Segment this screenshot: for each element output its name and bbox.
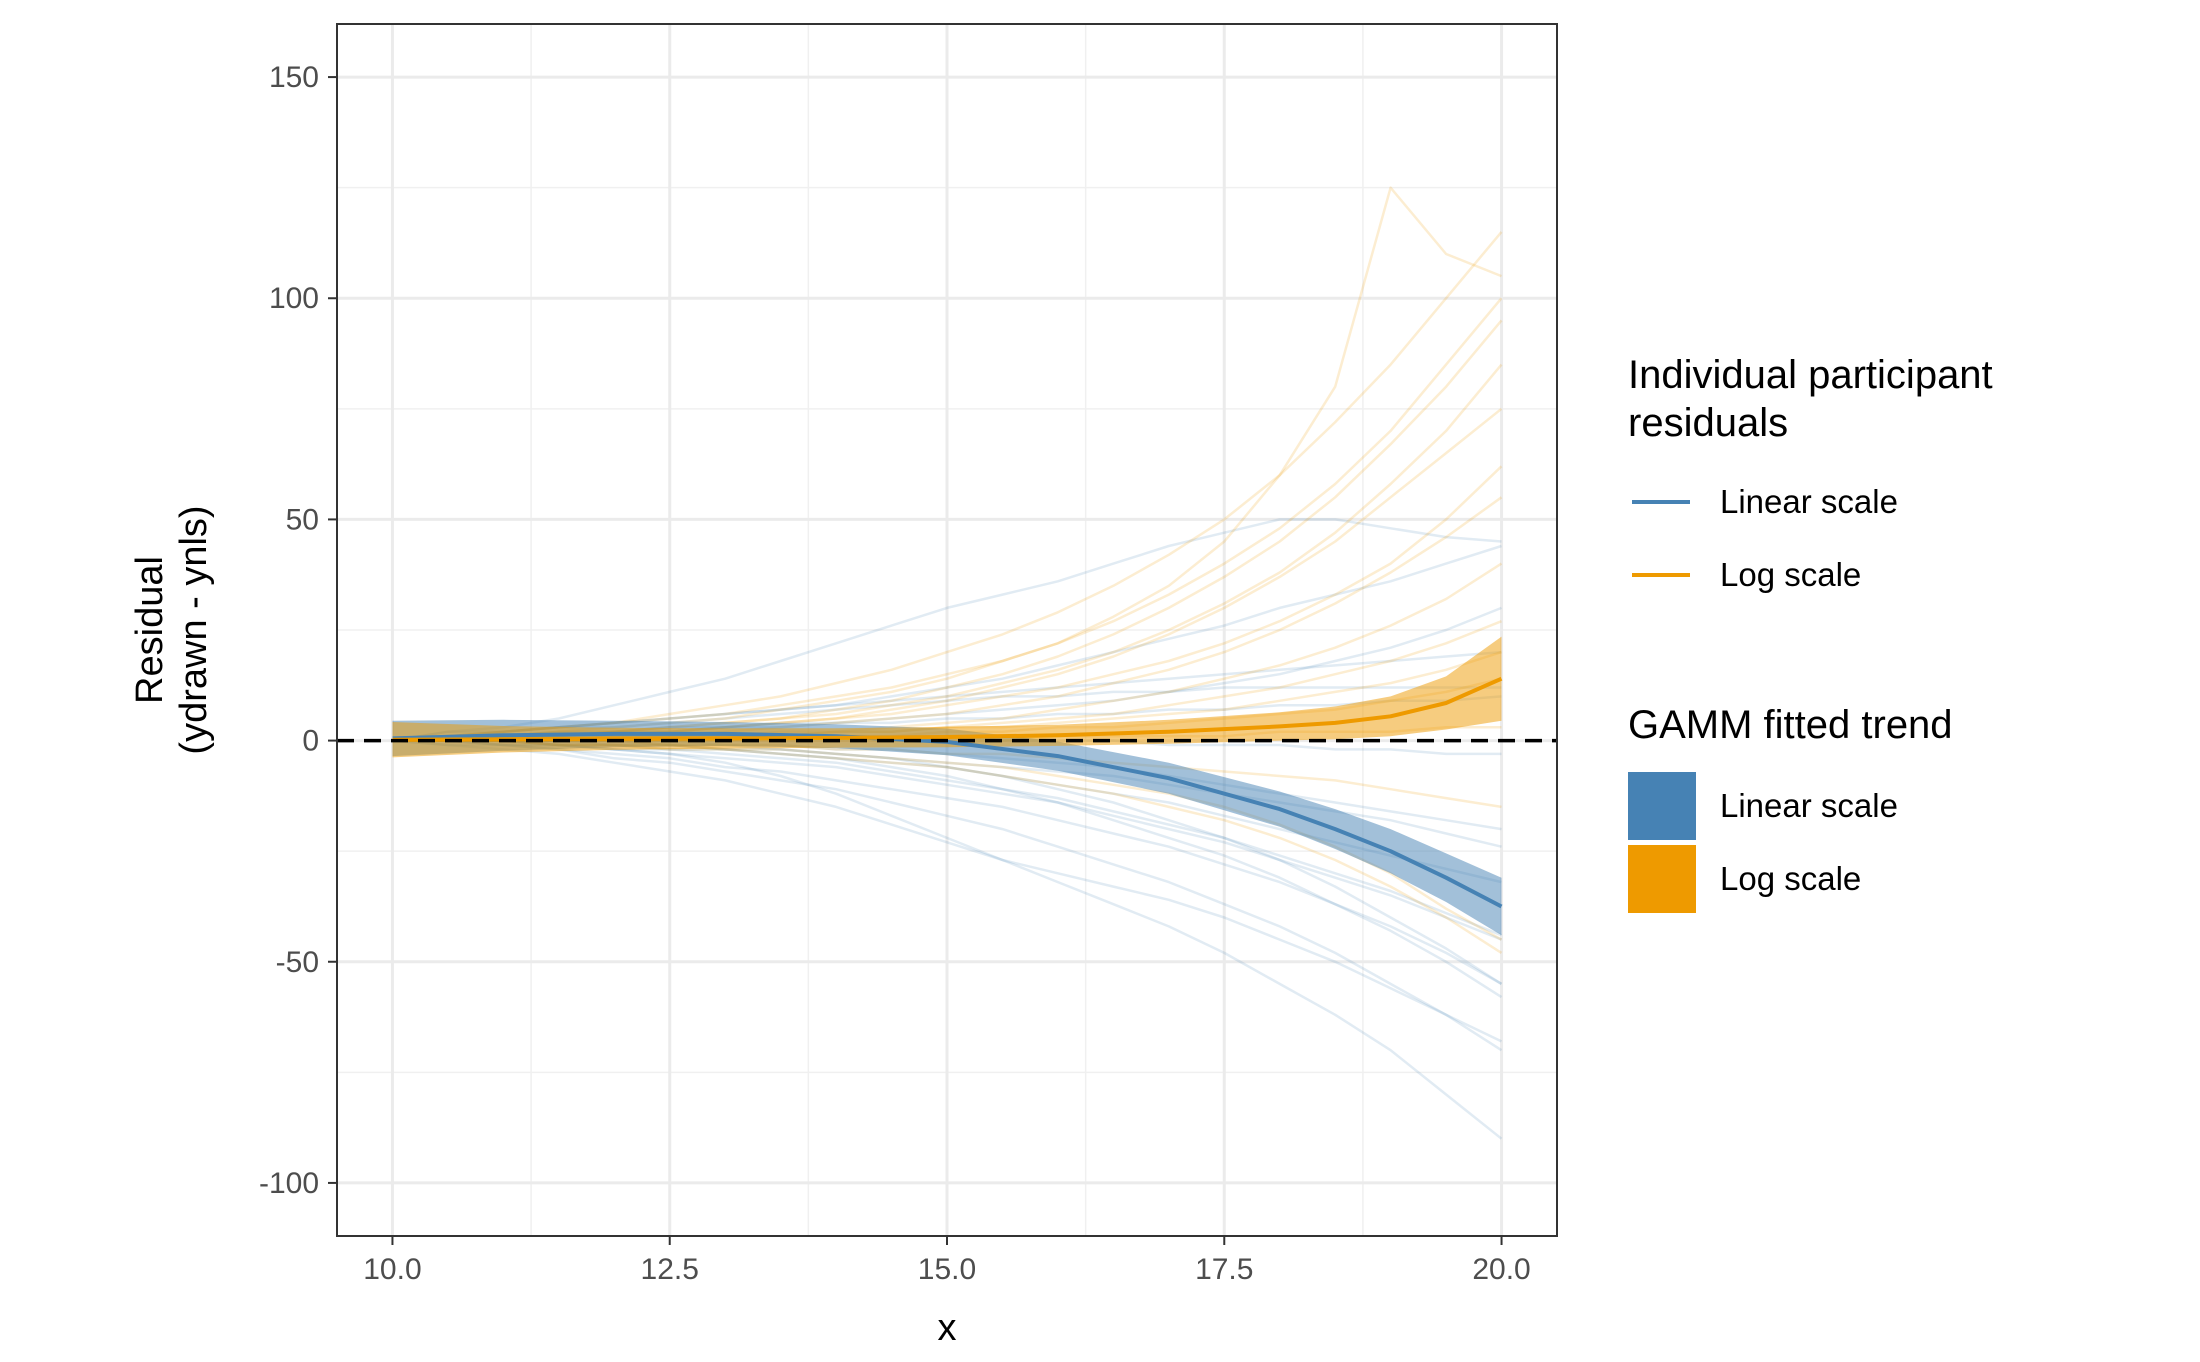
axes: 10.0 12.5 15.0 17.5 20.0 -100 -50 0 50 100 150 x Res… (129, 61, 1531, 1349)
y-tick-label: 50 (286, 503, 319, 536)
y-axis-title: Residual(ydrawn - ynls) (129, 505, 215, 754)
legend-individual-title: residuals (1628, 401, 1788, 445)
y-tick-label: 0 (302, 725, 319, 758)
y-tick-label: -100 (259, 1167, 319, 1200)
individual-linear-line (392, 739, 1503, 1140)
x-tick-label: 17.5 (1195, 1253, 1253, 1286)
x-tick-label: 20.0 (1472, 1253, 1530, 1286)
x-tick-label: 10.0 (363, 1253, 421, 1286)
individual-linear-line (392, 739, 1503, 1052)
y-tick-label: 150 (269, 61, 319, 94)
legend-individual-label: Log scale (1720, 556, 1861, 593)
y-axis-title-line: Residual (129, 556, 171, 704)
gamm-fit-log (392, 676, 1503, 742)
y-tick-label: 100 (269, 282, 319, 315)
legend-gamm-label: Log scale (1720, 860, 1861, 897)
y-axis-title-line: (ydrawn - ynls) (173, 505, 215, 754)
x-tick-label: 15.0 (918, 1253, 976, 1286)
legend-gamm-key (1628, 845, 1696, 913)
gamm-fit-lines (392, 676, 1503, 909)
legend-gamm-title: GAMM fitted trend (1628, 703, 1953, 747)
x-tick-label: 12.5 (641, 1253, 699, 1286)
y-tick-label: -50 (276, 946, 319, 979)
individual-linear-line (392, 518, 1502, 742)
legend-gamm-label: Linear scale (1720, 787, 1898, 824)
x-axis-title: x (938, 1307, 957, 1349)
legend-individual-label: Linear scale (1720, 483, 1898, 520)
legend-gamm-key (1628, 772, 1696, 840)
individual-linear-line (392, 739, 1503, 985)
legend-individual-title: Individual participant (1628, 353, 1993, 397)
gamm-fit-linear (392, 731, 1503, 909)
grid-layer (337, 24, 1557, 1236)
